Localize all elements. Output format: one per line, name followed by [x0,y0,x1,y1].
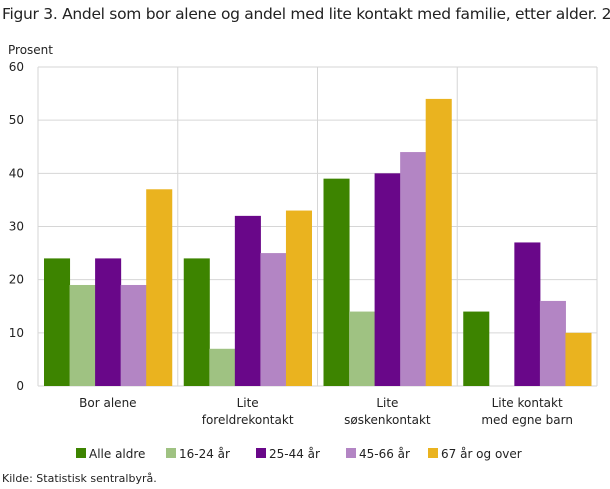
bar [234,215,261,386]
x-tick-label: Bor alene [79,396,136,410]
legend-label: 25-44 år [269,447,320,461]
legend-swatch [256,448,266,458]
x-tick-label: Lite [237,396,259,410]
bar [209,348,236,386]
legend-swatch [76,448,86,458]
bar [120,284,147,386]
y-tick-label: 60 [9,60,24,74]
bar [565,332,592,386]
bar [374,173,401,386]
bar [463,311,490,386]
x-tick-label: med egne barn [481,413,573,427]
y-tick-label: 50 [9,113,24,127]
legend-swatch [346,448,356,458]
legend-label: Alle aldre [89,447,145,461]
x-tick-label: Lite [376,396,398,410]
x-tick-label: foreldrekontakt [202,413,294,427]
y-axis-label: Prosent [8,43,53,57]
y-tick-label: 0 [16,379,24,393]
legend-swatch [428,448,438,458]
legend-swatch [166,448,176,458]
bar [285,210,312,386]
bar [323,178,350,386]
bar [425,98,452,387]
y-tick-label: 10 [9,326,24,340]
legend-label: 45-66 år [359,447,410,461]
y-tick-label: 40 [9,166,24,180]
bar [349,311,376,386]
x-tick-label: søskenkontakt [344,413,431,427]
legend-label: 67 år og over [441,447,522,461]
source-note: Kilde: Statistisk sentralbyrå. [2,472,157,485]
bar [146,189,173,386]
bar [514,242,541,386]
bar [95,258,122,386]
chart-title: Figur 3. Andel som bor alene og andel me… [2,5,610,23]
y-tick-label: 20 [9,273,24,287]
legend-label: 16-24 år [179,447,230,461]
y-tick-label: 30 [9,220,24,234]
bar [400,152,427,386]
bar [44,258,71,386]
bar [539,300,566,386]
x-tick-label: Lite kontakt [492,396,563,410]
bar [260,253,287,386]
bar [69,284,96,386]
bar [183,258,210,386]
